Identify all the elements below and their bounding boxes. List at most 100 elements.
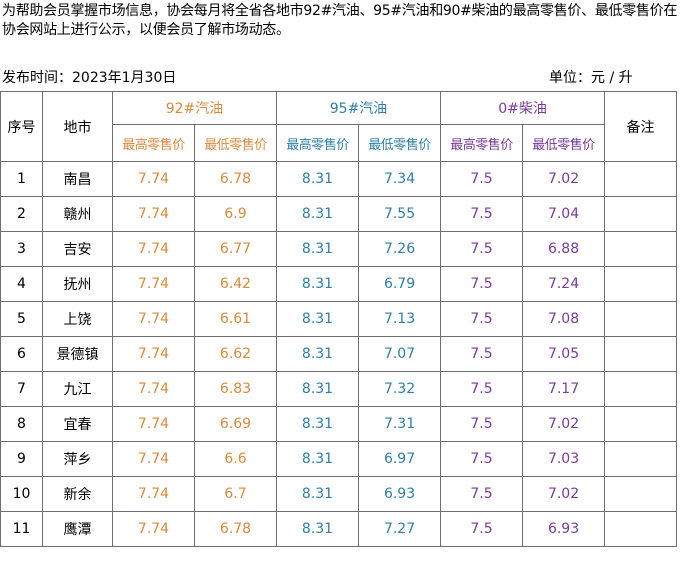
row-index: 8 [0, 406, 43, 442]
row-remark [604, 196, 678, 232]
gas92-min-price: 6.61 [193, 301, 278, 337]
gas92-min-price: 6.7 [193, 476, 278, 512]
gas92-max-price: 7.74 [112, 406, 195, 442]
header-gas92-min: 最低零售价 [193, 124, 278, 162]
gas95-min-price: 6.79 [358, 266, 442, 302]
gas95-min-price: 7.26 [358, 231, 442, 267]
diesel0-max-price: 7.5 [440, 336, 524, 372]
gas95-max-price: 8.31 [276, 196, 360, 232]
gas92-max-price: 7.74 [112, 371, 195, 407]
table-row: 6 景德镇 7.74 6.62 8.31 7.07 7.5 7.05 [0, 336, 678, 372]
row-remark [604, 231, 678, 267]
diesel0-max-price: 7.5 [440, 266, 524, 302]
gas95-max-price: 8.31 [276, 406, 360, 442]
diesel0-max-price: 7.5 [440, 301, 524, 337]
gas95-max-price: 8.31 [276, 476, 360, 512]
table-row: 9 萍乡 7.74 6.6 8.31 6.97 7.5 7.03 [0, 441, 678, 477]
meta-row: 发布时间：2023年1月30日 单位：元 / 升 [0, 66, 680, 90]
gas92-max-price: 7.74 [112, 266, 195, 302]
gas92-max-price: 7.74 [112, 196, 195, 232]
header-index: 序号 [0, 91, 43, 162]
row-index: 2 [0, 196, 43, 232]
gas92-min-price: 6.42 [193, 266, 278, 302]
row-index: 1 [0, 161, 43, 197]
gas95-min-price: 7.07 [358, 336, 442, 372]
gas92-max-price: 7.74 [112, 301, 195, 337]
header-diesel0-min: 最低零售价 [522, 124, 606, 162]
row-index: 11 [0, 511, 43, 547]
gas95-min-price: 7.34 [358, 161, 442, 197]
gas95-min-price: 7.55 [358, 196, 442, 232]
row-city: 抚州 [42, 266, 113, 302]
table-row: 10 新余 7.74 6.7 8.31 6.93 7.5 7.02 [0, 476, 678, 512]
gas95-min-price: 7.27 [358, 511, 442, 547]
gas95-min-price: 7.32 [358, 371, 442, 407]
gas92-max-price: 7.74 [112, 441, 195, 477]
gas92-max-price: 7.74 [112, 511, 195, 547]
row-index: 5 [0, 301, 43, 337]
header-diesel0: 0#柴油 [440, 91, 606, 125]
table-row: 2 赣州 7.74 6.9 8.31 7.55 7.5 7.04 [0, 196, 678, 232]
gas92-min-price: 6.9 [193, 196, 278, 232]
diesel0-min-price: 7.02 [522, 476, 606, 512]
row-index: 6 [0, 336, 43, 372]
row-remark [604, 336, 678, 372]
header-gas95-max: 最高零售价 [276, 124, 360, 162]
intro-paragraph: 为帮助会员掌握市场信息，协会每月将全省各地市92#汽油、95#汽油和90#柴油的… [2, 3, 678, 38]
table-row: 7 九江 7.74 6.83 8.31 7.32 7.5 7.17 [0, 371, 678, 407]
row-city: 新余 [42, 476, 113, 512]
header-gas95: 95#汽油 [276, 91, 442, 125]
gas95-max-price: 8.31 [276, 231, 360, 267]
diesel0-min-price: 6.93 [522, 511, 606, 547]
table-row: 4 抚州 7.74 6.42 8.31 6.79 7.5 7.24 [0, 266, 678, 302]
gas95-max-price: 8.31 [276, 266, 360, 302]
gas92-min-price: 6.62 [193, 336, 278, 372]
row-index: 3 [0, 231, 43, 267]
price-table: 序号 地市 92#汽油 95#汽油 0#柴油 备注 最高零售价 最低零售价 最高… [0, 91, 678, 547]
row-remark [604, 371, 678, 407]
row-remark [604, 441, 678, 477]
diesel0-max-price: 7.5 [440, 511, 524, 547]
gas95-max-price: 8.31 [276, 441, 360, 477]
row-index: 9 [0, 441, 43, 477]
row-city: 九江 [42, 371, 113, 407]
diesel0-max-price: 7.5 [440, 196, 524, 232]
diesel0-max-price: 7.5 [440, 371, 524, 407]
diesel0-min-price: 7.02 [522, 161, 606, 197]
header-gas92-max: 最高零售价 [112, 124, 195, 162]
gas95-min-price: 7.13 [358, 301, 442, 337]
gas95-max-price: 8.31 [276, 371, 360, 407]
gas95-max-price: 8.31 [276, 336, 360, 372]
gas95-max-price: 8.31 [276, 301, 360, 337]
gas95-min-price: 6.97 [358, 441, 442, 477]
diesel0-max-price: 7.5 [440, 441, 524, 477]
diesel0-min-price: 7.05 [522, 336, 606, 372]
table-row: 1 南昌 7.74 6.78 8.31 7.34 7.5 7.02 [0, 161, 678, 197]
diesel0-min-price: 7.17 [522, 371, 606, 407]
diesel0-min-price: 7.24 [522, 266, 606, 302]
gas92-max-price: 7.74 [112, 476, 195, 512]
row-remark [604, 406, 678, 442]
row-index: 10 [0, 476, 43, 512]
gas92-max-price: 7.74 [112, 336, 195, 372]
header-gas92: 92#汽油 [111, 91, 278, 125]
row-index: 4 [0, 266, 43, 302]
row-index: 7 [0, 371, 43, 407]
row-remark [604, 476, 678, 512]
gas92-max-price: 7.74 [112, 161, 195, 197]
gas95-min-price: 6.93 [358, 476, 442, 512]
header-gas95-min: 最低零售价 [358, 124, 442, 162]
publish-date: 发布时间：2023年1月30日 [2, 70, 177, 86]
gas92-max-price: 7.74 [112, 231, 195, 267]
header-city: 地市 [42, 91, 113, 162]
table-row: 3 吉安 7.74 6.77 8.31 7.26 7.5 6.88 [0, 231, 678, 267]
diesel0-min-price: 7.04 [522, 196, 606, 232]
header-remark: 备注 [604, 91, 678, 162]
table-row: 5 上饶 7.74 6.61 8.31 7.13 7.5 7.08 [0, 301, 678, 337]
row-remark [604, 161, 678, 197]
diesel0-max-price: 7.5 [440, 161, 524, 197]
gas95-min-price: 7.31 [358, 406, 442, 442]
row-remark [604, 301, 678, 337]
row-city: 吉安 [42, 231, 113, 267]
diesel0-max-price: 7.5 [440, 406, 524, 442]
